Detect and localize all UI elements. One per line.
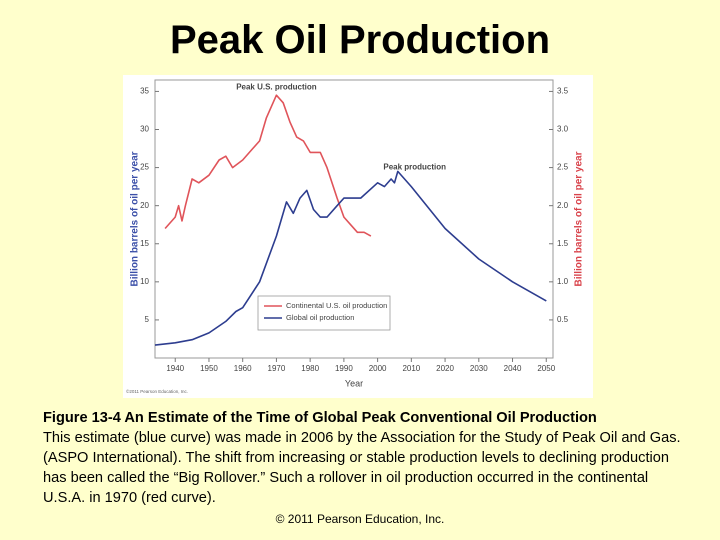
caption: Figure 13-4 An Estimate of the Time of G…	[43, 408, 693, 508]
y-tick-label: 5	[145, 315, 150, 324]
legend-label: Continental U.S. oil production	[286, 301, 387, 310]
y2-tick-label: 3.5	[557, 87, 569, 96]
chart-credit: ©2011 Pearson Education, Inc.	[126, 388, 188, 394]
y-tick-label: 15	[140, 239, 149, 248]
series-line	[164, 94, 372, 237]
y-tick-label: 20	[140, 201, 149, 210]
legend: Continental U.S. oil production Global oi…	[257, 295, 391, 331]
x-tick-label: 2020	[436, 364, 454, 373]
annotation: Peak production	[383, 163, 446, 172]
x-tick-label: 1960	[234, 364, 252, 373]
legend-box	[257, 295, 391, 331]
y2-tick-label: 3.0	[557, 125, 569, 134]
x-tick-label: 1980	[301, 364, 319, 373]
y-tick-label: 30	[140, 125, 149, 134]
y2-tick-label: 2.5	[557, 163, 569, 172]
y-tick-label: 35	[140, 87, 149, 96]
footer: © 2011 Pearson Education, Inc.	[275, 512, 445, 526]
x-axis-label: Year	[345, 378, 363, 388]
x-tick-label: 2050	[537, 364, 555, 373]
caption-heading: Figure 13-4 An Estimate of the Time of G…	[43, 410, 597, 426]
x-tick-label: 1990	[335, 364, 353, 373]
x-tick-label: 2030	[470, 364, 488, 373]
y-tick-label: 25	[140, 163, 149, 172]
x-tick-label: 1970	[268, 364, 286, 373]
caption-text: This estimate (blue curve) was made in 2…	[43, 430, 681, 506]
y2-tick-label: 2.0	[557, 201, 569, 210]
chart: 5 10 15 20 25 30 35 0.5 1.0 1.5 2.0 2.5 3.0 3.5 1940 19…	[123, 75, 593, 398]
y2-tick-label: 0.5	[557, 315, 569, 324]
y2-tick-label: 1.5	[557, 239, 569, 248]
plot-frame	[154, 79, 554, 359]
annotation: Peak U.S. production	[236, 83, 317, 92]
chart-background	[123, 75, 593, 398]
y2-tick-label: 1.0	[557, 277, 569, 286]
series-line	[154, 170, 547, 346]
y2-axis-label: Billion barrels of oil per year	[574, 151, 585, 286]
x-tick-label: 2040	[504, 364, 522, 373]
legend-label: Global oil production	[286, 313, 354, 322]
x-tick-label: 1950	[200, 364, 218, 373]
x-tick-label: 1940	[166, 364, 184, 373]
x-tick-label: 2000	[369, 364, 387, 373]
slide-title: Peak Oil Production	[169, 18, 551, 62]
y-axis-label: Billion barrels of oil per year	[130, 151, 141, 286]
x-tick-label: 2010	[402, 364, 420, 373]
y-tick-label: 10	[140, 277, 149, 286]
